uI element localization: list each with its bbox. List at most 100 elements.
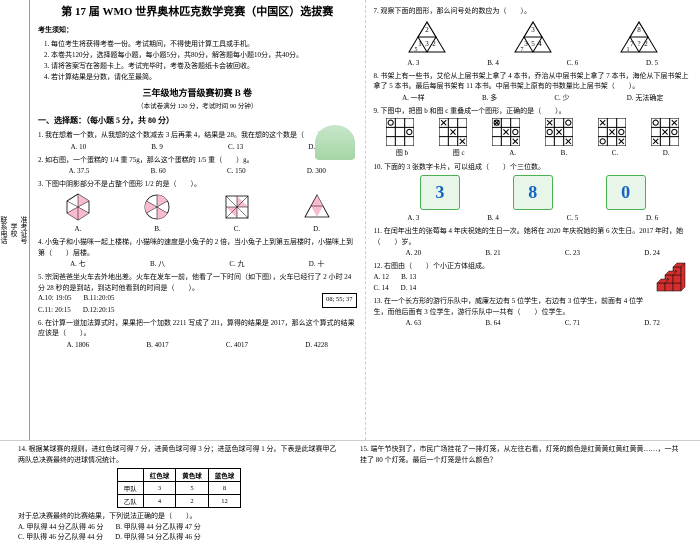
q5-opt-c: C.11: 20:15 [38,305,71,316]
svg-text:3: 3 [531,26,535,34]
q11-opt-d: D. 24 [644,248,660,259]
svg-text:1: 1 [418,40,422,48]
q9-opt-b: B. [561,148,567,159]
q1-opt-a: A. 10 [71,142,87,153]
square-shape [222,192,252,222]
q2-text: 2. 如右图，一个蛋糕的 1/4 重 75g，那么这个蛋糕的 1/5 重（ ）g… [38,155,357,166]
q10-opt-d: D. 6 [646,213,658,224]
notice-2: 2. 本卷共120分，选择题每小题，每小题5分，共80分，解答题每小题10分，共… [44,50,357,61]
cube-figure [652,261,692,296]
q9-lc: 图 c [453,148,465,159]
q12-opt-d: D. 14 [401,283,417,294]
q3-opt-c: C. [234,224,240,235]
q13-opt-b: B. 64 [485,318,500,329]
q14-opt-c: C. 甲队得 46 分乙队得 44 分 [18,532,103,542]
q7-opt-a: A. 3 [407,58,419,69]
q3-opt-d: D. [313,224,320,235]
q4-opt-a: A. 七 [70,259,86,270]
question-9: 9. 下图中，把图 b 和图 c 重叠成一个图形，正确的是（ ）。 图 b 图 … [374,106,693,160]
q4-opt-b: B. 八 [150,259,165,270]
q12-text: 12. 右图由（ ）个小正方体组成。 [374,261,693,272]
question-7: 7. 观察下面的图形，那么问号处的数应为（ ）。 21325 33547 87?… [374,6,693,69]
q14-opt-a: A. 甲队得 44 分乙队得 46 分 [18,522,104,532]
q8-opt-b: B. 多 [482,93,497,104]
q2-opt-b: B. 60 [151,166,166,177]
th-red: 红色球 [143,469,176,482]
q14-opt-d: D. 甲队得 54 分乙队得 46 分 [115,532,201,542]
q6-text: 6. 在计算一道加法算式时，果果把一个加数 2211 写成了 2l1，算得的结果… [38,318,357,339]
card-2: 8 [513,175,553,210]
question-5: 5. 宗润爸爸坐火车去外地出差。火车在发车一前，他看了一下时间（如下图），火车已… [38,272,357,315]
q10-text: 10. 下面的 3 张数字卡片，可以组成（ ）个三位数。 [374,162,693,173]
q5-opt-a: A.10: 19:05 [38,293,71,304]
q13-text: 13. 在一个长方形的游行乐队中，威廉左边有 5 位学生，右边有 3 位学生，前… [374,296,693,317]
q6-opt-d: D. 4228 [305,340,328,351]
q1-opt-c: C. 13 [228,142,243,153]
q8-text: 8. 书架上有一些书，艾伦从上层书架上拿了 4 本书，乔治从中层书架上拿了 7 … [374,71,693,92]
q9-opt-c: C. [612,148,618,159]
question-14: 14. 根据某球赛的规则，进红色球可得 7 分，进黄色球可得 3 分；进蓝色球可… [8,444,350,542]
q1-text: 1. 我在想着一个数，从我想的这个数减去 3 后再乘 4，结果是 28。我在想的… [38,130,357,141]
q11-opt-a: A. 20 [406,248,422,259]
svg-text:3: 3 [425,40,429,48]
triangle-3: 87?21 [619,20,659,55]
label-id: 准考证号 [19,28,29,432]
q12-opt-a: A. 12 [374,272,390,283]
svg-text:7: 7 [630,40,634,48]
svg-text:?: ? [637,40,640,48]
question-6: 6. 在计算一道加法算式时，果果把一个加数 2211 写成了 2l1，算得的结果… [38,318,357,351]
svg-text:2: 2 [432,40,436,48]
q12-opt-b: B. 13 [401,272,416,283]
hexagon-shape [63,192,93,222]
subtitle: 三年级地方晋级赛初赛 B 卷 [38,86,357,100]
svg-text:7: 7 [520,47,523,53]
q13-opt-a: A. 63 [406,318,422,329]
card-3: 0 [606,175,646,210]
q9-lb: 图 b [396,148,408,159]
q4-opt-d: D. 十 [309,259,325,270]
th-blue: 蓝色球 [208,469,241,482]
q11-opt-c: C. 23 [565,248,580,259]
q10-opt-b: B. 4 [487,213,499,224]
grid-opt-a [492,118,520,146]
q14-text: 14. 根据某球赛的规则，进红色球可得 7 分，进黄色球可得 3 分；进蓝色球可… [18,444,340,465]
q5-text: 5. 宗润爸爸坐火车去外地出差。火车在发车一前，他看了一下时间（如下图），火车已… [38,272,357,293]
team-a: 甲队 [117,482,143,495]
triangle-2: 33547 [513,20,553,55]
q4-opt-c: C. 九 [229,259,244,270]
q3-opt-a: A. [75,224,82,235]
question-13: 13. 在一个长方形的游行乐队中，威廉左边有 5 位学生，右边有 3 位学生，前… [374,296,693,329]
q15-text: 15. 端午节快到了，市民广场挂花了一排灯笼，从左往右看，灯笼的颜色是红黄黄红黄… [360,444,682,465]
q9-opt-a: A. [509,148,516,159]
q9-text: 9. 下图中，把图 b 和图 c 重叠成一个图形，正确的是（ ）。 [374,106,693,117]
question-10: 10. 下面的 3 张数字卡片，可以组成（ ）个三位数。 3 8 0 A. 3 … [374,162,693,225]
svg-text:1: 1 [626,47,629,53]
question-15: 15. 端午节快到了，市民广场挂花了一排灯笼，从左往右看，灯笼的颜色是红黄黄红黄… [350,444,692,542]
svg-text:3: 3 [524,40,528,48]
question-4: 4. 小兔子和小猫咪一起上楼梯，小猫咪的速度是小兔子的 2 倍，当小兔子上到第五… [38,237,357,270]
notice-4: 4. 若计算结果是分数，请化至最简。 [44,72,357,83]
team-b: 乙队 [117,495,143,508]
q8-opt-a: A. 一样 [402,93,425,104]
bottom-section: 14. 根据某球赛的规则，进红色球可得 7 分，进黄色球可得 3 分；进蓝色球可… [0,440,700,545]
triangle-shape [302,192,332,222]
score-table: 红色球黄色球蓝色球 甲队358 乙队4212 [117,468,242,508]
circle-shape [142,192,172,222]
q2-opt-d: D. 300 [307,166,326,177]
question-12: 12. 右图由（ ）个小正方体组成。 A. 12B. 13 C. 14D. 14 [374,261,693,294]
q7-opt-b: B. 4 [487,58,499,69]
svg-text:8: 8 [637,26,641,34]
svg-text:2: 2 [425,26,429,34]
q10-opt-c: C. 5 [567,213,579,224]
q6-opt-c: C. 4017 [226,340,248,351]
q11-opt-b: B. 21 [485,248,500,259]
question-8: 8. 书架上有一些书，艾伦从上层书架上拿了 4 本书，乔治从中层书架上拿了 7 … [374,71,693,104]
q3-opt-b: B. [154,224,160,235]
binding-margin: 准考证号 学校联系电话 年级考场 姓名赛区 [0,0,30,440]
q6-opt-a: A. 1806 [67,340,90,351]
card-1: 3 [420,175,460,210]
q13-opt-c: C. 71 [565,318,580,329]
th-yellow: 黄色球 [176,469,209,482]
q6-opt-b: B. 4017 [146,340,168,351]
q9-opt-d: D. [663,148,670,159]
